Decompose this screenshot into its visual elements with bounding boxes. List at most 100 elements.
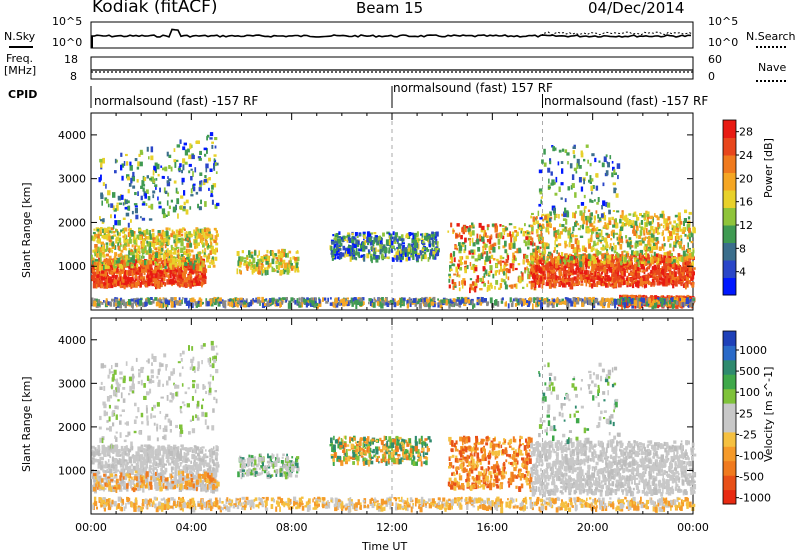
nave-tick-top: 60 xyxy=(708,53,722,66)
velocity-echo-evening-core xyxy=(530,440,697,498)
power-colorbar-swatch-7 xyxy=(723,155,736,173)
velocity-panel-ytick-label-0: 1000 xyxy=(58,464,86,477)
power-colorbar-swatch-2 xyxy=(723,242,736,261)
nsky-label: N.Sky xyxy=(4,30,36,43)
velocity-colorbar-swatch-1 xyxy=(723,475,736,491)
velocity-panel-ytick-label-3: 4000 xyxy=(58,334,86,347)
cpid-segment-2: normalsound (fast) 157 RF xyxy=(393,81,553,95)
power-echo-dawn-high xyxy=(98,132,220,233)
power-colorbar-swatch-0 xyxy=(723,277,736,296)
nave-legend-line xyxy=(756,80,786,82)
freq-label: Freq. xyxy=(6,52,34,65)
power-colorbar-swatch-4 xyxy=(723,207,736,226)
velocity-echo-dawn-high xyxy=(98,340,219,450)
x-tick-label-0: 00:00 xyxy=(75,521,107,534)
velocity-echo-ground xyxy=(92,496,696,514)
velocity-colorbar-swatch-10 xyxy=(723,345,736,361)
velocity-colorbar-swatch-8 xyxy=(723,374,736,390)
power-colorbar-tick-label-1: 8 xyxy=(739,242,746,255)
nsearch-tick-top: 10^5 xyxy=(708,15,739,28)
velocity-colorbar-frame xyxy=(722,330,737,505)
power-colorbar-frame xyxy=(722,119,737,296)
power-echo-evening-mid xyxy=(530,209,696,268)
power-colorbar-swatch-9 xyxy=(723,120,736,138)
power-panel-ytick-label-2: 3000 xyxy=(58,173,86,186)
cpid-segment-1: normalsound (fast) -157 RF xyxy=(94,94,259,108)
velocity-colorbar-swatch-9 xyxy=(723,359,736,375)
velocity-colorbar-swatch-5 xyxy=(723,417,736,433)
nsearch-label: N.Search xyxy=(746,30,796,43)
noise-sky-line xyxy=(90,28,692,38)
noise-search-line xyxy=(542,31,693,36)
beam-title: Beam 15 xyxy=(356,0,424,17)
nsearch-tick-bottom: 10^0 xyxy=(708,36,739,49)
x-tick-label-1: 04:00 xyxy=(175,521,207,534)
power-colorbar-swatch-1 xyxy=(723,260,736,278)
nave-label: Nave xyxy=(758,61,787,74)
date-title: 04/Dec/2014 xyxy=(588,0,685,17)
freq-tick-bottom: 8 xyxy=(70,70,77,83)
x-tick-label-3: 12:00 xyxy=(376,521,408,534)
velocity-colorbar-tick-label-7: -1000 xyxy=(739,492,771,505)
freq-panel-frame xyxy=(90,56,694,80)
velocity-colorbar-swatch-0 xyxy=(723,489,736,505)
velocity-colorbar-tick-label-1: 500 xyxy=(739,365,760,378)
power-colorbar-swatch-8 xyxy=(723,137,736,156)
velocity-colorbar-tick-label-4: -25 xyxy=(739,428,757,441)
velocity-colorbar-swatch-2 xyxy=(723,460,736,476)
x-tick-label-6: 00:00 xyxy=(677,521,709,534)
nsky-legend-line xyxy=(9,46,33,48)
nsky-tick-top: 10^5 xyxy=(52,15,83,28)
power-colorbar-tick-label-5: 24 xyxy=(739,149,753,162)
cpid-segment-3: normalsound (fast) -157 RF xyxy=(544,94,709,108)
power-echo-midday xyxy=(329,231,440,264)
velocity-colorbar-tick-label-5: -100 xyxy=(739,449,764,462)
velocity-colorbar-swatch-6 xyxy=(723,403,736,418)
power-echo-evening-core xyxy=(530,253,696,290)
velocity-colorbar-tick-label-2: 100 xyxy=(739,386,760,399)
velocity-echo-afternoon xyxy=(447,435,533,492)
x-tick-label-2: 08:00 xyxy=(276,521,308,534)
freq-unit-label: [MHz] xyxy=(4,64,37,77)
power-panel-ytick-label-1: 2000 xyxy=(58,216,86,229)
velocity-colorbar-tick-label-0: 1000 xyxy=(739,344,767,357)
power-colorbar-swatch-5 xyxy=(723,190,736,208)
cpid-label: CPID xyxy=(8,88,38,101)
velocity-colorbar-tick-label-6: -500 xyxy=(739,471,764,484)
power-colorbar-swatch-3 xyxy=(723,225,736,243)
velocity-colorbar-tick-label-3: 25 xyxy=(739,407,753,420)
power-colorbar-tick-label-2: 12 xyxy=(739,219,753,232)
velocity-echo-evening-high xyxy=(538,362,621,445)
nsearch-legend-line xyxy=(756,46,786,48)
power-panel-ytick-label-0: 1000 xyxy=(58,260,86,273)
velocity-colorbar-swatch-7 xyxy=(723,388,736,404)
x-tick-label-5: 20:00 xyxy=(577,521,609,534)
nsky-tick-bottom: 10^0 xyxy=(52,36,83,49)
freq-tick-top: 18 xyxy=(64,53,78,66)
velocity-echo-morning xyxy=(237,453,300,480)
power-echo-afternoon xyxy=(447,222,545,294)
x-axis-label: Time UT xyxy=(362,540,408,553)
nave-tick-bottom: 0 xyxy=(708,70,715,83)
velocity-colorbar-swatch-4 xyxy=(723,431,736,447)
power-panel-ytick-label-3: 4000 xyxy=(58,129,86,142)
power-colorbar-tick-label-4: 20 xyxy=(739,172,753,185)
power-colorbar-tick-label-3: 16 xyxy=(739,196,753,209)
velocity-colorbar-swatch-3 xyxy=(723,446,736,462)
velocity-panel-ytick-label-1: 2000 xyxy=(58,421,86,434)
station-title: Kodiak (fitACF) xyxy=(92,0,218,17)
velocity-panel-ytick-label-2: 3000 xyxy=(58,377,86,390)
power-echo-morning xyxy=(236,248,300,276)
power-echo-ground xyxy=(91,296,696,310)
noise-panel-frame xyxy=(90,21,694,49)
power-colorbar-tick-label-6: 28 xyxy=(739,126,753,139)
power-colorbar-tick-label-0: 4 xyxy=(739,266,746,279)
power-colorbar-swatch-6 xyxy=(723,172,736,191)
velocity-colorbar-swatch-11 xyxy=(723,331,736,346)
velocity-echo-dawn-orange xyxy=(93,470,220,493)
power-echo-dawn-mid xyxy=(91,226,219,272)
power-echo-evening-high xyxy=(537,144,621,222)
x-tick-label-4: 16:00 xyxy=(476,521,508,534)
velocity-echo-midday xyxy=(329,435,432,467)
